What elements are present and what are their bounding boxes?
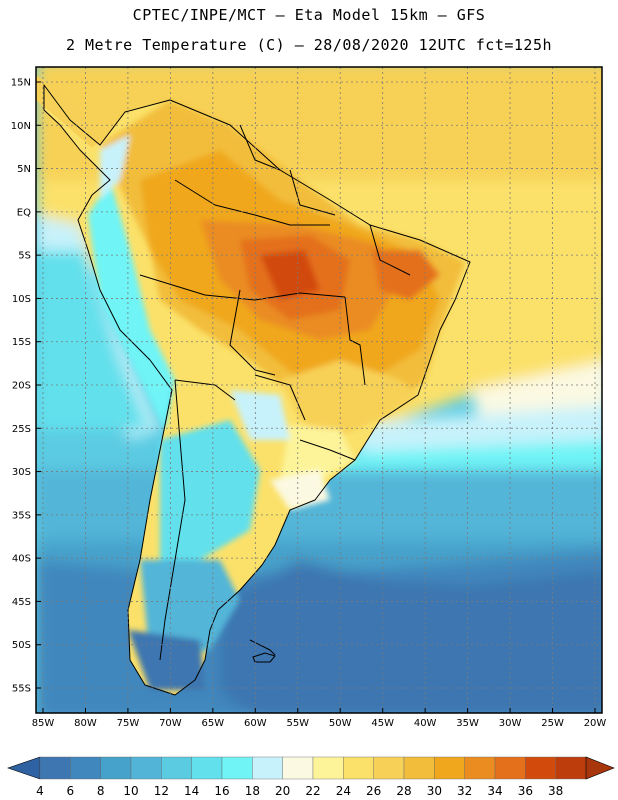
colorbar-swatch bbox=[312, 756, 344, 780]
map-frame bbox=[35, 66, 603, 714]
colorbar-label: 6 bbox=[67, 784, 75, 798]
colorbar-label: 8 bbox=[97, 784, 105, 798]
colorbar-swatch bbox=[161, 756, 192, 780]
lon-tick-label: 25W bbox=[541, 718, 564, 729]
colorbar-swatch bbox=[39, 756, 71, 780]
lon-tick-label: 70W bbox=[159, 718, 182, 729]
colorbar-swatch bbox=[434, 756, 465, 780]
colorbar-swatch bbox=[403, 756, 435, 780]
colorbar-label: 38 bbox=[548, 784, 563, 798]
colorbar-swatch bbox=[70, 756, 101, 780]
longitude-axis: 85W 80W 75W 70W 65W 60W 55W 50W 45W 40W 35W 30W 25W 2… bbox=[32, 718, 607, 729]
lat-tick-label: 10S bbox=[12, 294, 31, 305]
graticule bbox=[36, 67, 602, 713]
lon-tick-label: 20W bbox=[584, 718, 607, 729]
colorbar-label: 34 bbox=[487, 784, 502, 798]
colorbar-low-arrow bbox=[7, 756, 41, 780]
lat-tick-label: 15S bbox=[12, 337, 31, 348]
colorbar-swatch bbox=[525, 756, 556, 780]
lat-tick-label: 25S bbox=[12, 424, 31, 435]
lon-tick-label: 35W bbox=[456, 718, 479, 729]
colorbar-swatch bbox=[555, 756, 587, 780]
colorbar-label: 20 bbox=[275, 784, 290, 798]
colorbar-label: 22 bbox=[305, 784, 320, 798]
colorbar-label: 18 bbox=[245, 784, 260, 798]
lat-tick-label: 30S bbox=[12, 467, 31, 478]
lon-tick-label: 50W bbox=[329, 718, 352, 729]
latitude-axis: 15N 10N 5N EQ 5S 10S 15S 20S 25S 30S 35S 40S 45S 50S 5… bbox=[11, 78, 31, 695]
colorbar-swatch bbox=[343, 756, 374, 780]
colorbar-swatch bbox=[464, 756, 496, 780]
lon-tick-label: 40W bbox=[414, 718, 437, 729]
lon-tick-label: 60W bbox=[244, 718, 267, 729]
colorbar: 4 6 8 10 12 14 16 18 20 22 24 26 28 30 32 34 36 38 bbox=[7, 756, 615, 798]
lat-tick-label: 5N bbox=[17, 164, 31, 175]
colorbar-label: 36 bbox=[518, 784, 533, 798]
colorbar-swatch bbox=[221, 756, 253, 780]
colorbar-swatch bbox=[494, 756, 526, 780]
lon-tick-label: 30W bbox=[499, 718, 522, 729]
temperature-field bbox=[36, 67, 602, 713]
colorbar-label: 30 bbox=[427, 784, 442, 798]
lat-tick-label: 5S bbox=[18, 251, 31, 262]
colorbar-label: 10 bbox=[123, 784, 138, 798]
colorbar-label: 26 bbox=[366, 784, 381, 798]
lat-tick-label: 50S bbox=[12, 640, 31, 651]
lat-tick-label: 20S bbox=[12, 381, 31, 392]
lat-tick-label: EQ bbox=[17, 207, 31, 218]
colorbar-label: 16 bbox=[214, 784, 229, 798]
lon-tick-label: 80W bbox=[74, 718, 97, 729]
lat-tick-label: 40S bbox=[12, 554, 31, 565]
lon-tick-label: 45W bbox=[371, 718, 394, 729]
lat-tick-label: 15N bbox=[11, 78, 31, 89]
colorbar-swatch bbox=[252, 756, 283, 780]
lon-tick-label: 65W bbox=[202, 718, 225, 729]
colorbar-swatch bbox=[191, 756, 223, 780]
colorbar-swatch bbox=[130, 756, 162, 780]
colorbar-swatch bbox=[373, 756, 405, 780]
colorbar-label: 14 bbox=[184, 784, 199, 798]
colorbar-label: 32 bbox=[457, 784, 472, 798]
lat-tick-label: 55S bbox=[12, 684, 31, 695]
lat-tick-label: 10N bbox=[11, 121, 31, 132]
map-title: CPTEC/INPE/MCT – Eta Model 15km – GFS bbox=[132, 6, 486, 24]
map-subtitle: 2 Metre Temperature (C) – 28/08/2020 12U… bbox=[65, 36, 553, 54]
lon-tick-label: 75W bbox=[117, 718, 140, 729]
colorbar-swatch bbox=[282, 756, 314, 780]
lon-tick-label: 85W bbox=[32, 718, 55, 729]
colorbar-label: 24 bbox=[336, 784, 351, 798]
colorbar-high-arrow bbox=[585, 756, 615, 780]
colorbar-swatch bbox=[100, 756, 132, 780]
lat-tick-label: 35S bbox=[12, 510, 31, 521]
lon-tick-label: 55W bbox=[286, 718, 309, 729]
colorbar-label: 4 bbox=[36, 784, 44, 798]
colorbar-label: 28 bbox=[396, 784, 411, 798]
lat-tick-label: 45S bbox=[12, 597, 31, 608]
colorbar-label: 12 bbox=[154, 784, 169, 798]
